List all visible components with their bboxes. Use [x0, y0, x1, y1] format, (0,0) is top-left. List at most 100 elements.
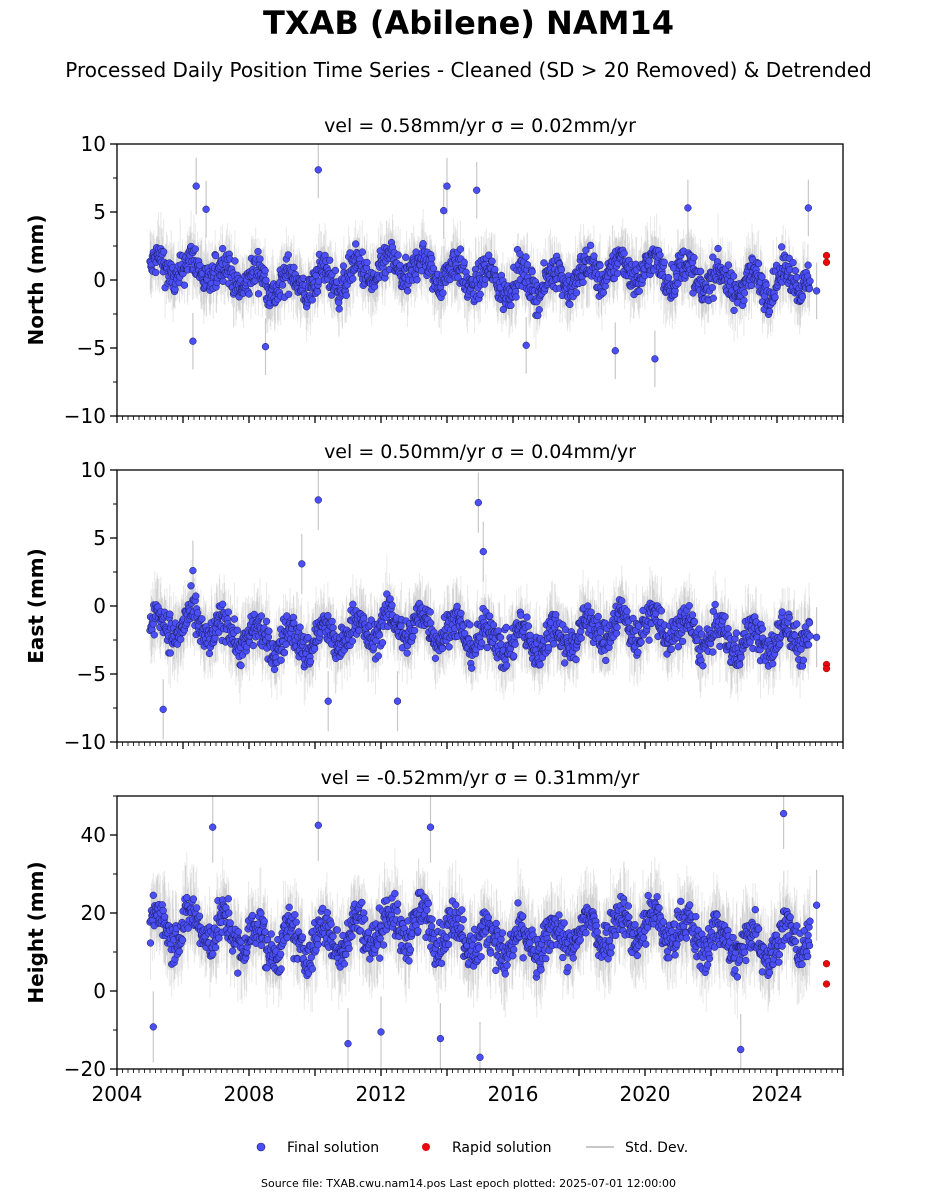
final-point — [651, 355, 659, 363]
final-point — [237, 661, 245, 670]
final-point — [177, 635, 185, 643]
final-point — [476, 290, 484, 298]
final-point — [339, 262, 348, 270]
final-point — [375, 631, 383, 639]
final-point — [198, 615, 206, 623]
final-point — [429, 264, 438, 273]
final-point — [611, 347, 619, 355]
rapid-point — [822, 258, 831, 266]
final-point — [724, 261, 733, 269]
final-point — [523, 261, 532, 269]
final-point — [411, 626, 419, 635]
final-point — [599, 289, 608, 297]
final-point — [684, 204, 692, 212]
panels-group: −10 −5 0 5 10 vel = 0.58mm/yr σ = 0.02mm/yr No… — [24, 115, 844, 1106]
final-point — [202, 205, 210, 213]
final-point — [166, 649, 174, 657]
final-point — [233, 626, 241, 634]
final-point — [596, 261, 604, 270]
final-point — [290, 263, 298, 272]
final-point — [308, 296, 316, 304]
final-point — [793, 273, 801, 282]
plot-area — [146, 470, 831, 740]
final-point — [160, 248, 168, 256]
final-point — [388, 601, 396, 609]
rapid-solution-points — [822, 251, 831, 266]
y-tick-label: 0 — [93, 268, 106, 292]
final-point — [690, 253, 698, 262]
final-solution-points — [146, 166, 821, 363]
final-point — [231, 257, 239, 265]
final-point — [696, 267, 705, 275]
final-point — [812, 287, 821, 295]
final-point — [257, 612, 265, 620]
final-point — [193, 609, 202, 617]
final-point — [528, 268, 536, 276]
final-point — [754, 259, 763, 268]
final-point — [778, 243, 786, 251]
final-point — [261, 342, 270, 351]
final-point — [265, 627, 273, 635]
final-point — [674, 279, 682, 288]
final-point — [709, 253, 717, 261]
final-point — [348, 637, 357, 645]
final-point — [765, 307, 774, 316]
final-point — [304, 633, 312, 642]
final-point — [439, 289, 447, 297]
final-point — [522, 253, 530, 261]
final-point — [586, 241, 595, 249]
final-point — [192, 182, 200, 190]
final-point — [747, 281, 756, 290]
final-point — [261, 266, 269, 275]
final-point — [310, 645, 319, 653]
final-point — [613, 269, 622, 278]
final-point — [660, 258, 668, 266]
final-point — [740, 296, 748, 305]
final-point — [285, 290, 293, 298]
y-axis-label: North (mm) — [24, 214, 48, 345]
final-point — [582, 246, 590, 254]
final-point — [230, 615, 239, 623]
final-point — [714, 244, 722, 253]
final-point — [507, 301, 515, 310]
final-point — [313, 288, 322, 296]
final-point — [369, 643, 378, 652]
final-point — [166, 610, 174, 618]
final-point — [314, 166, 322, 174]
final-point — [256, 255, 264, 263]
final-point — [656, 251, 664, 259]
final-point — [342, 291, 350, 300]
final-point — [664, 273, 673, 282]
final-point — [329, 624, 337, 632]
final-point — [730, 306, 738, 315]
final-point — [284, 251, 292, 259]
final-point — [512, 293, 520, 301]
final-point — [189, 337, 197, 345]
final-point — [224, 608, 232, 616]
final-point — [386, 595, 394, 603]
final-point — [262, 617, 271, 625]
plot-area — [146, 144, 831, 388]
y-tick-label: 10 — [81, 132, 106, 156]
final-point — [635, 287, 643, 295]
final-point — [540, 259, 548, 267]
final-point — [804, 261, 812, 269]
final-point — [219, 244, 227, 253]
final-point — [280, 649, 289, 657]
final-point — [579, 278, 587, 287]
final-point — [758, 273, 766, 281]
final-point — [349, 275, 357, 283]
final-point — [363, 258, 371, 267]
final-point — [708, 283, 716, 292]
final-point — [419, 240, 427, 248]
final-point — [709, 294, 717, 302]
final-point — [473, 186, 481, 194]
final-point — [324, 612, 332, 620]
final-point — [205, 649, 214, 658]
final-point — [789, 259, 797, 267]
final-point — [620, 249, 628, 258]
final-point — [402, 253, 410, 262]
final-point — [394, 251, 402, 259]
final-point — [413, 276, 421, 284]
